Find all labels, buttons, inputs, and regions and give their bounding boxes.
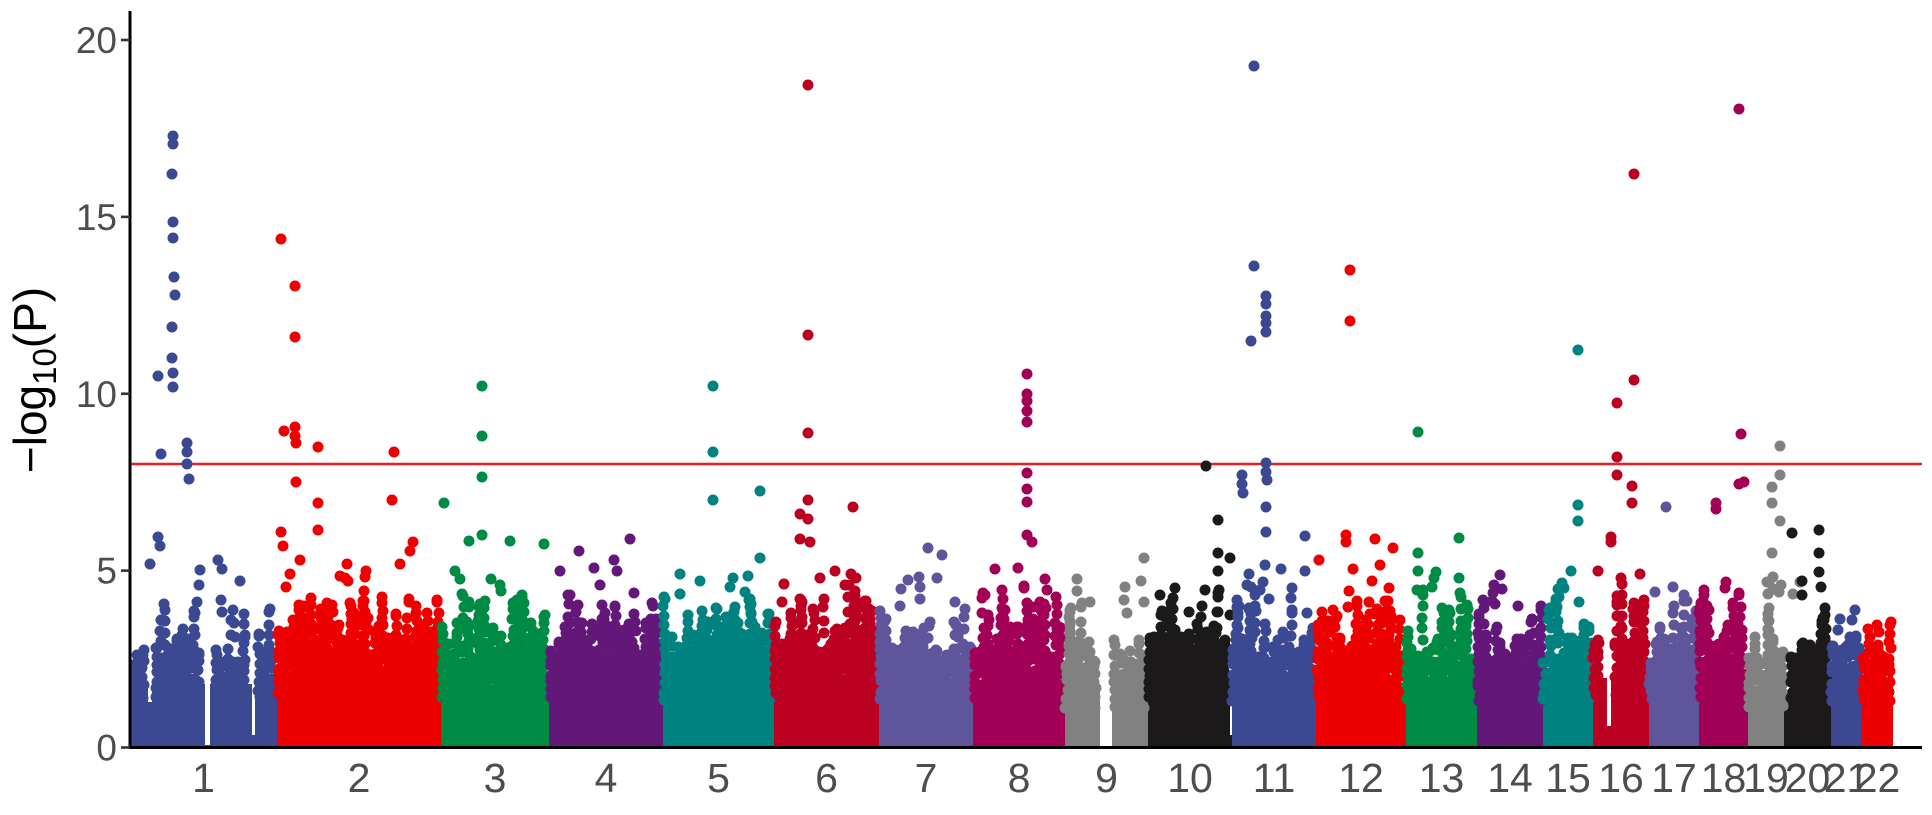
svg-text:0: 0 (96, 728, 117, 769)
svg-text:18: 18 (1701, 755, 1747, 801)
svg-text:3: 3 (484, 755, 507, 801)
svg-text:5: 5 (96, 551, 117, 592)
svg-text:7: 7 (915, 755, 938, 801)
svg-text:4: 4 (595, 755, 618, 801)
svg-text:19: 19 (1743, 755, 1789, 801)
svg-text:11: 11 (1253, 755, 1296, 801)
svg-text:10: 10 (76, 374, 117, 415)
svg-text:20: 20 (76, 20, 117, 61)
svg-text:16: 16 (1598, 755, 1644, 801)
svg-text:13: 13 (1419, 755, 1465, 801)
svg-text:2: 2 (348, 755, 371, 801)
svg-text:15: 15 (1545, 755, 1591, 801)
svg-text:21: 21 (1824, 755, 1870, 801)
svg-text:22: 22 (1855, 755, 1901, 801)
svg-text:9: 9 (1095, 755, 1118, 801)
svg-text:12: 12 (1338, 755, 1384, 801)
svg-text:17: 17 (1651, 755, 1697, 801)
svg-text:10: 10 (1167, 755, 1213, 801)
svg-text:−log10(P): −log10(P) (4, 287, 63, 473)
svg-text:6: 6 (815, 755, 838, 801)
svg-text:5: 5 (707, 755, 730, 801)
svg-text:20: 20 (1785, 755, 1831, 801)
svg-text:14: 14 (1487, 755, 1533, 801)
svg-text:15: 15 (76, 197, 117, 238)
svg-text:1: 1 (192, 755, 215, 801)
svg-text:8: 8 (1008, 755, 1031, 801)
